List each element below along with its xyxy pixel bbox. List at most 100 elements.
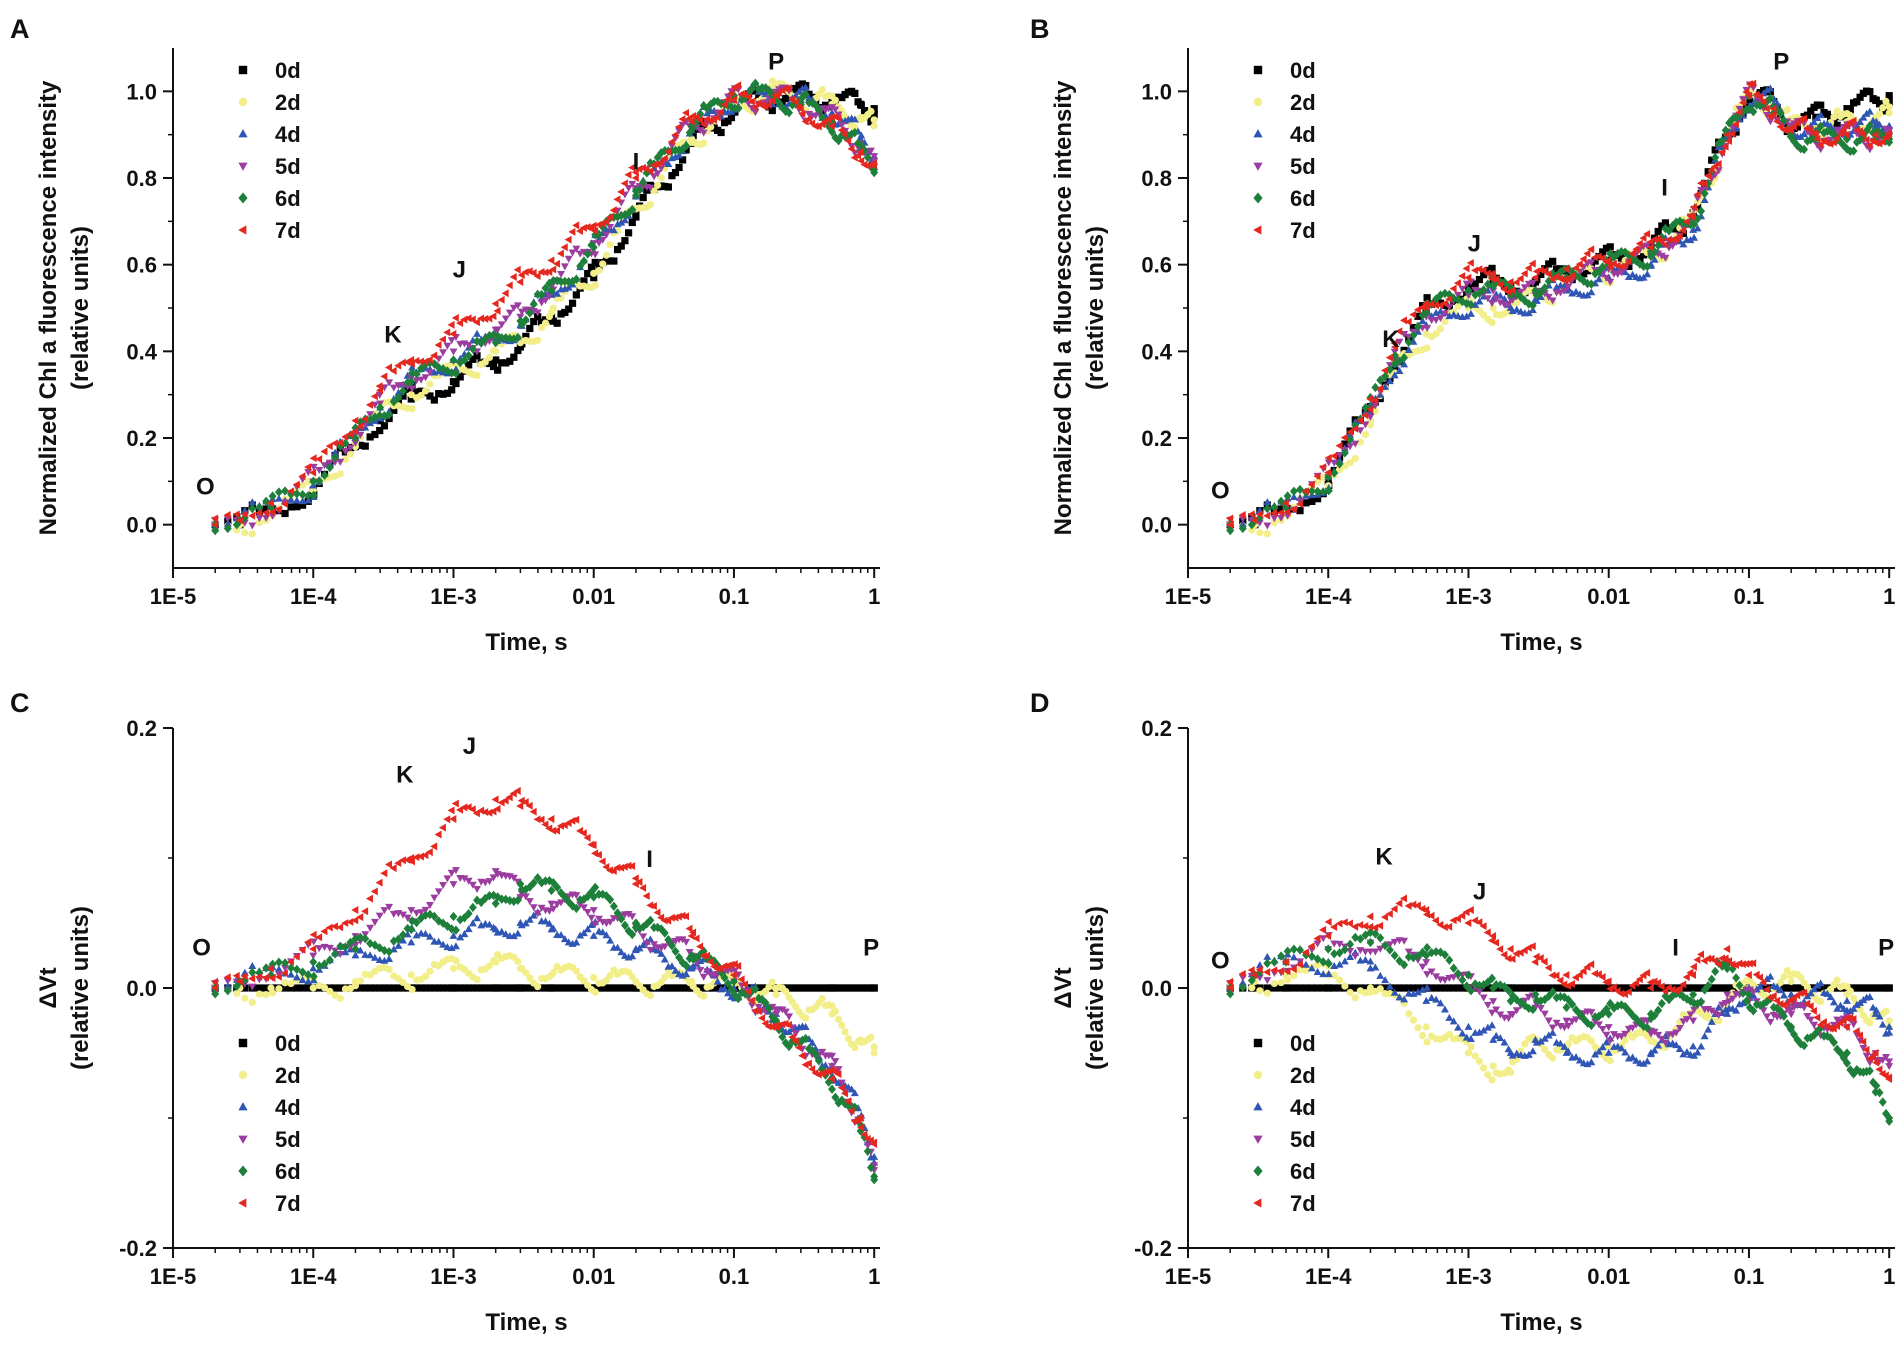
data-point bbox=[1506, 303, 1515, 311]
data-point bbox=[1583, 1060, 1592, 1068]
data-point bbox=[1591, 969, 1599, 978]
data-point bbox=[1423, 294, 1431, 302]
data-point bbox=[1528, 1004, 1537, 1015]
data-point bbox=[613, 943, 622, 951]
data-point bbox=[624, 208, 633, 218]
data-point bbox=[1440, 923, 1448, 932]
data-point bbox=[366, 924, 375, 932]
data-point bbox=[568, 276, 577, 287]
data-point bbox=[1504, 954, 1512, 963]
data-point bbox=[747, 97, 755, 106]
data-point bbox=[870, 122, 878, 130]
data-point bbox=[1579, 1014, 1588, 1024]
data-point bbox=[1568, 980, 1576, 988]
data-point bbox=[1549, 1054, 1557, 1062]
data-point bbox=[564, 235, 572, 244]
data-point bbox=[421, 387, 430, 395]
data-point bbox=[241, 529, 249, 537]
data-point bbox=[1654, 1005, 1663, 1016]
data-point bbox=[1540, 957, 1548, 966]
data-point bbox=[233, 989, 241, 997]
data-point bbox=[1445, 1013, 1454, 1021]
data-point bbox=[1466, 906, 1474, 914]
data-point bbox=[394, 934, 403, 944]
data-point bbox=[1238, 511, 1246, 519]
data-point bbox=[1356, 438, 1364, 446]
data-point bbox=[1587, 960, 1595, 969]
data-point bbox=[1587, 259, 1596, 267]
series-7d bbox=[211, 81, 878, 529]
data-point bbox=[501, 930, 510, 938]
data-point bbox=[1759, 97, 1767, 106]
x-tick-label: 1E-5 bbox=[1165, 584, 1211, 609]
series-7d bbox=[211, 786, 878, 1148]
data-point bbox=[443, 921, 452, 931]
data-point bbox=[1296, 966, 1304, 974]
data-point bbox=[1418, 947, 1427, 958]
data-point bbox=[1330, 923, 1338, 931]
data-point bbox=[664, 159, 673, 167]
data-point bbox=[682, 141, 691, 151]
data-point bbox=[1313, 934, 1321, 943]
data-point bbox=[606, 936, 615, 944]
data-point bbox=[275, 985, 283, 993]
data-point bbox=[211, 525, 220, 536]
legend-marker bbox=[238, 225, 247, 235]
data-point bbox=[1813, 1013, 1821, 1022]
data-point bbox=[1723, 991, 1732, 999]
data-point bbox=[1679, 992, 1688, 1002]
data-point bbox=[1745, 986, 1754, 994]
data-point bbox=[492, 347, 500, 355]
data-point bbox=[1621, 1048, 1630, 1056]
data-point bbox=[1356, 934, 1365, 944]
data-point bbox=[1572, 1005, 1580, 1015]
data-point bbox=[509, 874, 518, 882]
data-point bbox=[1560, 1042, 1569, 1050]
data-point bbox=[805, 110, 813, 118]
data-point bbox=[1872, 1058, 1880, 1067]
data-point bbox=[1697, 997, 1706, 1007]
data-point bbox=[1859, 1037, 1867, 1046]
data-point bbox=[1810, 1021, 1819, 1029]
data-point bbox=[417, 913, 426, 923]
data-point bbox=[341, 432, 349, 441]
data-point bbox=[867, 107, 875, 115]
data-point bbox=[1391, 350, 1400, 361]
data-point bbox=[1351, 420, 1360, 430]
data-point bbox=[653, 170, 662, 178]
data-point bbox=[831, 1058, 840, 1066]
data-point bbox=[481, 808, 489, 817]
data-point bbox=[674, 122, 682, 131]
data-point bbox=[375, 955, 384, 963]
panel-a: A1E-5 1E-4 1E-3 0.01 0.1 10.00.20.40.60.81.0T… bbox=[10, 14, 880, 656]
data-point bbox=[385, 965, 393, 974]
data-point bbox=[1263, 977, 1272, 985]
data-point bbox=[1313, 940, 1322, 948]
data-point bbox=[1270, 966, 1278, 975]
series-7d bbox=[1226, 894, 1893, 1083]
data-point bbox=[568, 227, 576, 236]
data-point bbox=[1613, 1001, 1622, 1011]
data-point bbox=[1833, 1044, 1842, 1054]
data-point bbox=[613, 195, 621, 204]
legend-marker bbox=[1253, 1135, 1263, 1144]
data-point bbox=[451, 799, 459, 808]
data-point bbox=[1583, 278, 1592, 289]
data-point bbox=[1390, 950, 1399, 961]
data-point bbox=[1809, 1006, 1817, 1015]
data-point bbox=[366, 971, 374, 979]
x-tick-label: 1E-5 bbox=[1165, 1264, 1211, 1289]
data-point bbox=[1661, 991, 1670, 1001]
data-point bbox=[602, 231, 611, 239]
data-point bbox=[1632, 1056, 1641, 1064]
data-point bbox=[1536, 996, 1545, 1006]
data-point bbox=[341, 456, 349, 464]
data-point bbox=[696, 942, 704, 951]
data-point bbox=[497, 321, 506, 329]
data-point bbox=[1711, 1009, 1720, 1018]
data-point bbox=[646, 158, 655, 168]
data-point bbox=[1714, 159, 1722, 168]
data-point bbox=[309, 490, 318, 501]
data-point bbox=[729, 971, 737, 979]
data-point bbox=[1856, 1037, 1865, 1045]
